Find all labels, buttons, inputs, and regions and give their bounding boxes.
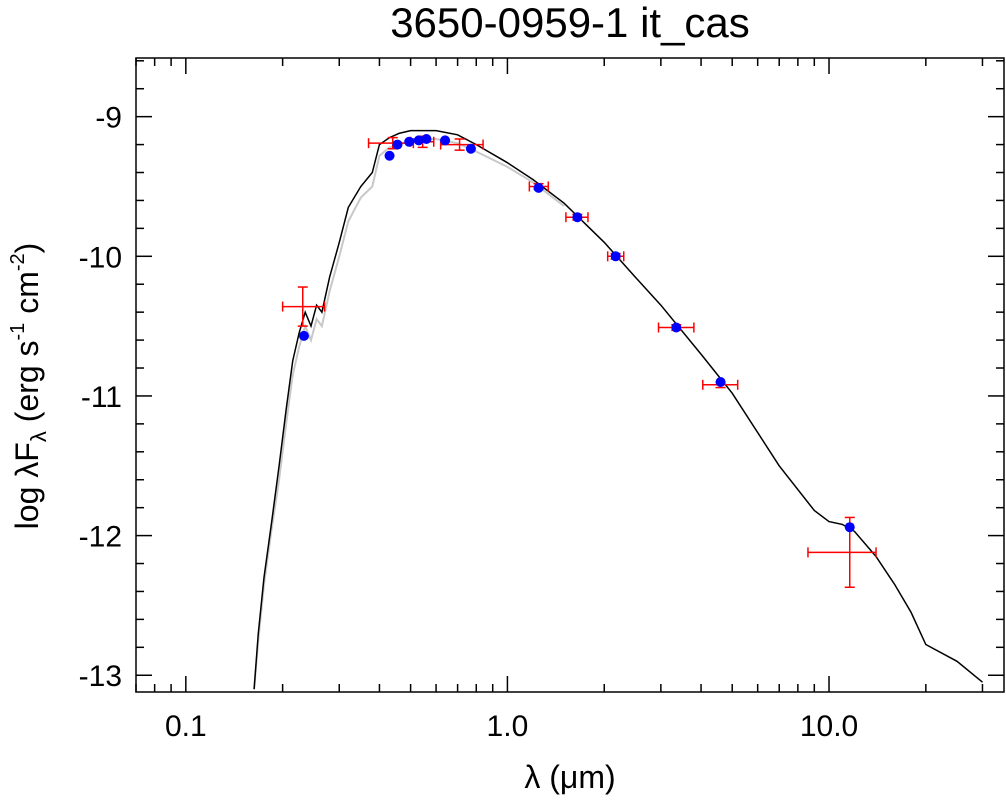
synthetic-point: [715, 376, 726, 387]
synthetic-point: [844, 522, 855, 533]
synthetic-point: [440, 135, 451, 146]
synthetic-point: [421, 133, 432, 144]
synthetic-point: [671, 322, 682, 333]
x-axis-label: λ (μm): [524, 759, 615, 795]
y-axis-ticks: -9 -10 -11 -12 -13: [79, 60, 1004, 693]
y-label-exp-b: -2: [7, 253, 29, 271]
x-tick-label: 1.0: [487, 710, 529, 743]
observed-point: [807, 516, 877, 589]
synthetic-point: [533, 182, 544, 193]
synthetic-point: [298, 330, 309, 341]
y-tick-label: -12: [79, 521, 122, 554]
synthetic-point: [404, 136, 415, 147]
y-axis-label: log λFλ (erg s-1 cm-2): [7, 243, 51, 530]
synthetic-point: [384, 150, 395, 161]
y-label-exp-a: -1: [7, 323, 29, 341]
synthetic-point: [413, 135, 424, 146]
model-sed-line: [253, 129, 983, 690]
synthetic-points: [298, 133, 855, 533]
y-label-unit-b: cm: [9, 271, 45, 323]
observed-point: [281, 286, 326, 327]
y-tick-label: -13: [79, 660, 122, 693]
y-label-base: log λF: [9, 442, 45, 529]
observed-errorbars: [281, 135, 877, 589]
x-tick-label: 0.1: [165, 710, 207, 743]
y-tick-label: -11: [81, 381, 122, 414]
synthetic-point: [392, 139, 403, 150]
y-label-close: ): [9, 243, 45, 254]
y-tick-label: -9: [95, 102, 122, 135]
y-label-sub: λ: [26, 431, 51, 442]
y-tick-label: -10: [79, 241, 122, 274]
chart-title: 3650-0959-1 it_cas: [390, 0, 750, 46]
plot-frame: [135, 57, 1005, 693]
model-sed-alt-line: [253, 137, 565, 690]
x-axis-ticks: 0.1 1.0 10.0: [135, 58, 984, 743]
synthetic-point: [572, 212, 583, 223]
x-tick-label: 10.0: [800, 710, 858, 743]
synthetic-point: [465, 143, 476, 154]
synthetic-point: [610, 251, 621, 262]
y-label-unit-a: (erg s: [9, 340, 45, 431]
